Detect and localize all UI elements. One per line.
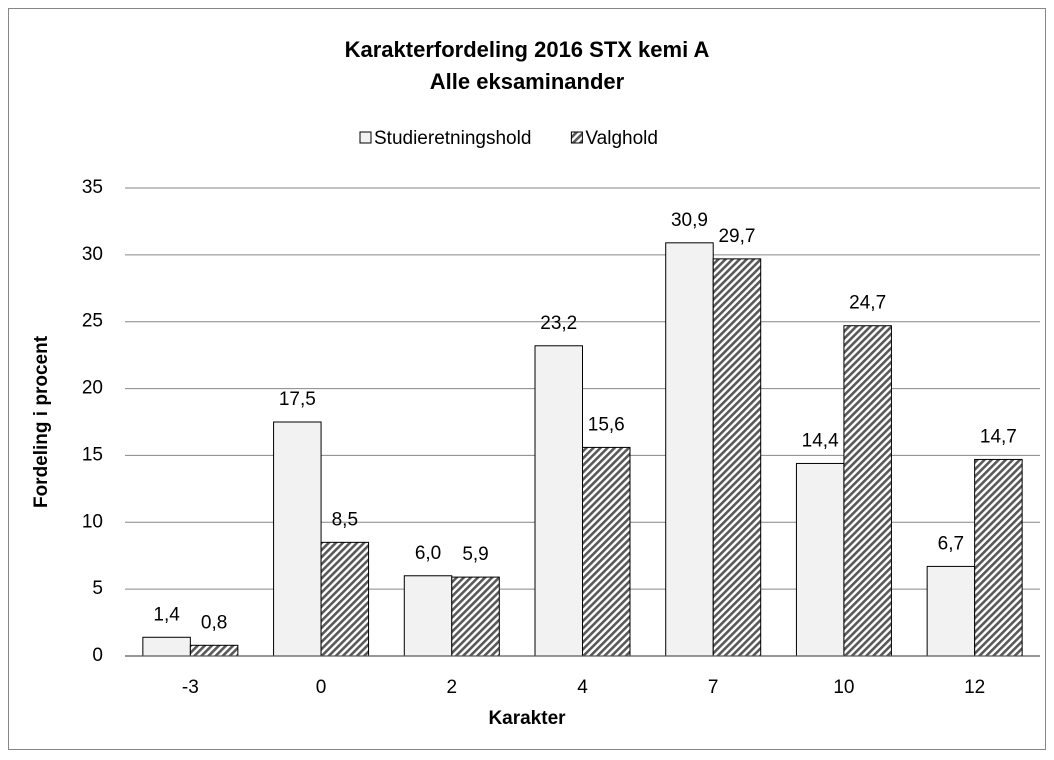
y-tick-label: 30: [82, 244, 103, 265]
y-tick-label: 35: [82, 177, 103, 198]
bar: [582, 446, 631, 657]
y-tick-label: 15: [82, 444, 103, 465]
y-tick-label: 5: [92, 578, 103, 599]
bar: [534, 345, 583, 657]
x-tick-label: 7: [708, 677, 719, 698]
value-label: 5,9: [462, 544, 488, 565]
bar: [712, 258, 762, 657]
value-label: 30,9: [671, 210, 708, 231]
bar: [665, 242, 714, 657]
value-label: 0,8: [201, 612, 227, 633]
value-label: 1,4: [153, 604, 180, 625]
value-label: 6,0: [415, 543, 441, 564]
x-tick-label: -3: [182, 677, 199, 698]
value-label: 8,5: [332, 509, 358, 530]
chart-title: Karakterfordeling 2016 STX kemi A: [345, 37, 710, 62]
legend-label: Valghold: [585, 128, 658, 149]
y-tick-label: 10: [82, 511, 103, 532]
x-tick-label: 0: [316, 677, 327, 698]
chart-subtitle: Alle eksaminander: [430, 69, 625, 94]
bar: [974, 458, 1023, 657]
bar: [189, 644, 239, 657]
legend-label: Studieretningshold: [374, 128, 531, 149]
y-axis-title: Fordeling i procent: [31, 335, 52, 508]
legend-swatch: [359, 131, 372, 144]
legend-swatch: [570, 131, 583, 144]
value-label: 14,4: [802, 430, 839, 451]
value-label: 15,6: [588, 414, 625, 435]
bar: [320, 541, 370, 657]
x-tick-label: 2: [446, 677, 457, 698]
x-axis-title: Karakter: [488, 708, 566, 729]
y-tick-label: 0: [92, 645, 103, 666]
value-label: 29,7: [718, 226, 755, 247]
bar: [142, 636, 191, 657]
bar: [843, 325, 892, 657]
bar: [795, 462, 845, 657]
value-label: 14,7: [980, 426, 1017, 447]
x-tick-label: 4: [577, 677, 588, 698]
y-tick-label: 25: [82, 311, 103, 332]
y-tick-label: 20: [82, 378, 103, 399]
x-tick-label: 12: [964, 677, 985, 698]
value-label: 6,7: [938, 533, 964, 554]
value-label: 23,2: [540, 313, 577, 334]
bar: [403, 575, 453, 657]
value-label: 17,5: [279, 389, 316, 410]
x-tick-label: 10: [833, 677, 854, 698]
bar: [926, 565, 976, 657]
bar: [451, 576, 500, 657]
bar: [273, 421, 322, 657]
value-label: 24,7: [849, 293, 886, 314]
